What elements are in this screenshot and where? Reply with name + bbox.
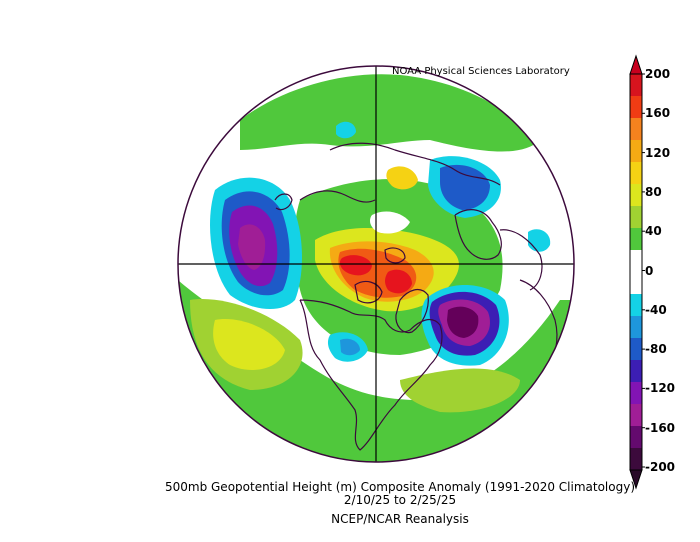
colorbar-segment: [630, 162, 642, 185]
caption-title: 500mb Geopotential Height (m) Composite …: [164, 480, 635, 494]
anomaly-positive-ridge-max-east: [385, 269, 412, 294]
colorbar-segment: [630, 96, 642, 119]
coastline-arctic-islands: [354, 247, 406, 304]
colorbar-segment: [630, 118, 642, 141]
coastline-europe: [454, 209, 543, 291]
anomaly-negative-atlantic-max: [447, 306, 479, 338]
anomaly-negative-pacific-max: [238, 224, 266, 270]
colorbar-segment: [630, 250, 642, 273]
colorbar-tick-label: -200: [645, 460, 676, 474]
colorbar-segment: [630, 448, 642, 471]
colorbar-segment: [630, 338, 642, 361]
colorbar-arrow-bottom: [629, 469, 643, 490]
colorbar-segment: [630, 382, 642, 405]
map-globe: [177, 65, 575, 463]
colorbar: [629, 54, 645, 490]
colorbar-tick-label: 80: [645, 184, 662, 199]
anomaly-positive-siberia: [386, 166, 418, 190]
colorbar-segment: [630, 316, 642, 339]
colorbar-tick-label: 160: [645, 106, 671, 121]
colorbar-segment: [630, 74, 642, 97]
graticule: [178, 66, 574, 462]
colorbar-tick-label: 120: [645, 145, 671, 160]
colorbar-segment: [630, 140, 642, 163]
anomaly-fields: [178, 74, 574, 462]
colorbar-segment: [630, 228, 642, 251]
colorbar-tick-label: -80: [645, 342, 667, 357]
colorbar-segment: [630, 294, 642, 317]
colorbar-segment: [630, 360, 642, 383]
colorbar-segment: [630, 426, 642, 449]
anomaly-negative-north: [336, 121, 356, 139]
anomaly-positive-ridge-max-west: [339, 255, 372, 276]
coastline-greenland: [395, 288, 429, 334]
colorbar-arrow-top: [629, 54, 643, 75]
colorbar-tick-label: 0: [645, 263, 654, 278]
anomaly-positive-pacific-core: [213, 319, 285, 370]
colorbar-tick-label: -160: [645, 420, 676, 435]
colorbar-segment: [630, 272, 642, 295]
anomaly-negative-europe-core: [440, 164, 490, 210]
coastline-asia: [299, 142, 501, 203]
colorbar-tick-label: 40: [645, 224, 662, 239]
caption-dates: 2/10/25 to 2/25/25: [343, 493, 457, 507]
anomaly-positive-north-rim: [240, 74, 540, 152]
colorbar-tick-label: -40: [645, 302, 667, 317]
anomaly-positive-broad-south: [178, 280, 574, 462]
colorbar-segment: [630, 404, 642, 427]
arctic-neutral-zone: [370, 211, 410, 234]
credit-text: NOAA Physical Sciences Laboratory: [392, 66, 570, 77]
colorbar-tick-label: -120: [645, 381, 676, 396]
colorbar-segment: [630, 206, 642, 229]
anomaly-negative-south-core: [340, 338, 360, 356]
caption-source: NCEP/NCAR Reanalysis: [331, 512, 469, 526]
colorbar-segment: [630, 184, 642, 207]
anomaly-positive-atlantic: [400, 368, 520, 413]
globe-outline: [177, 65, 575, 463]
colorbar-tick-label: 200: [645, 67, 671, 81]
coastline-japan: [274, 193, 293, 211]
